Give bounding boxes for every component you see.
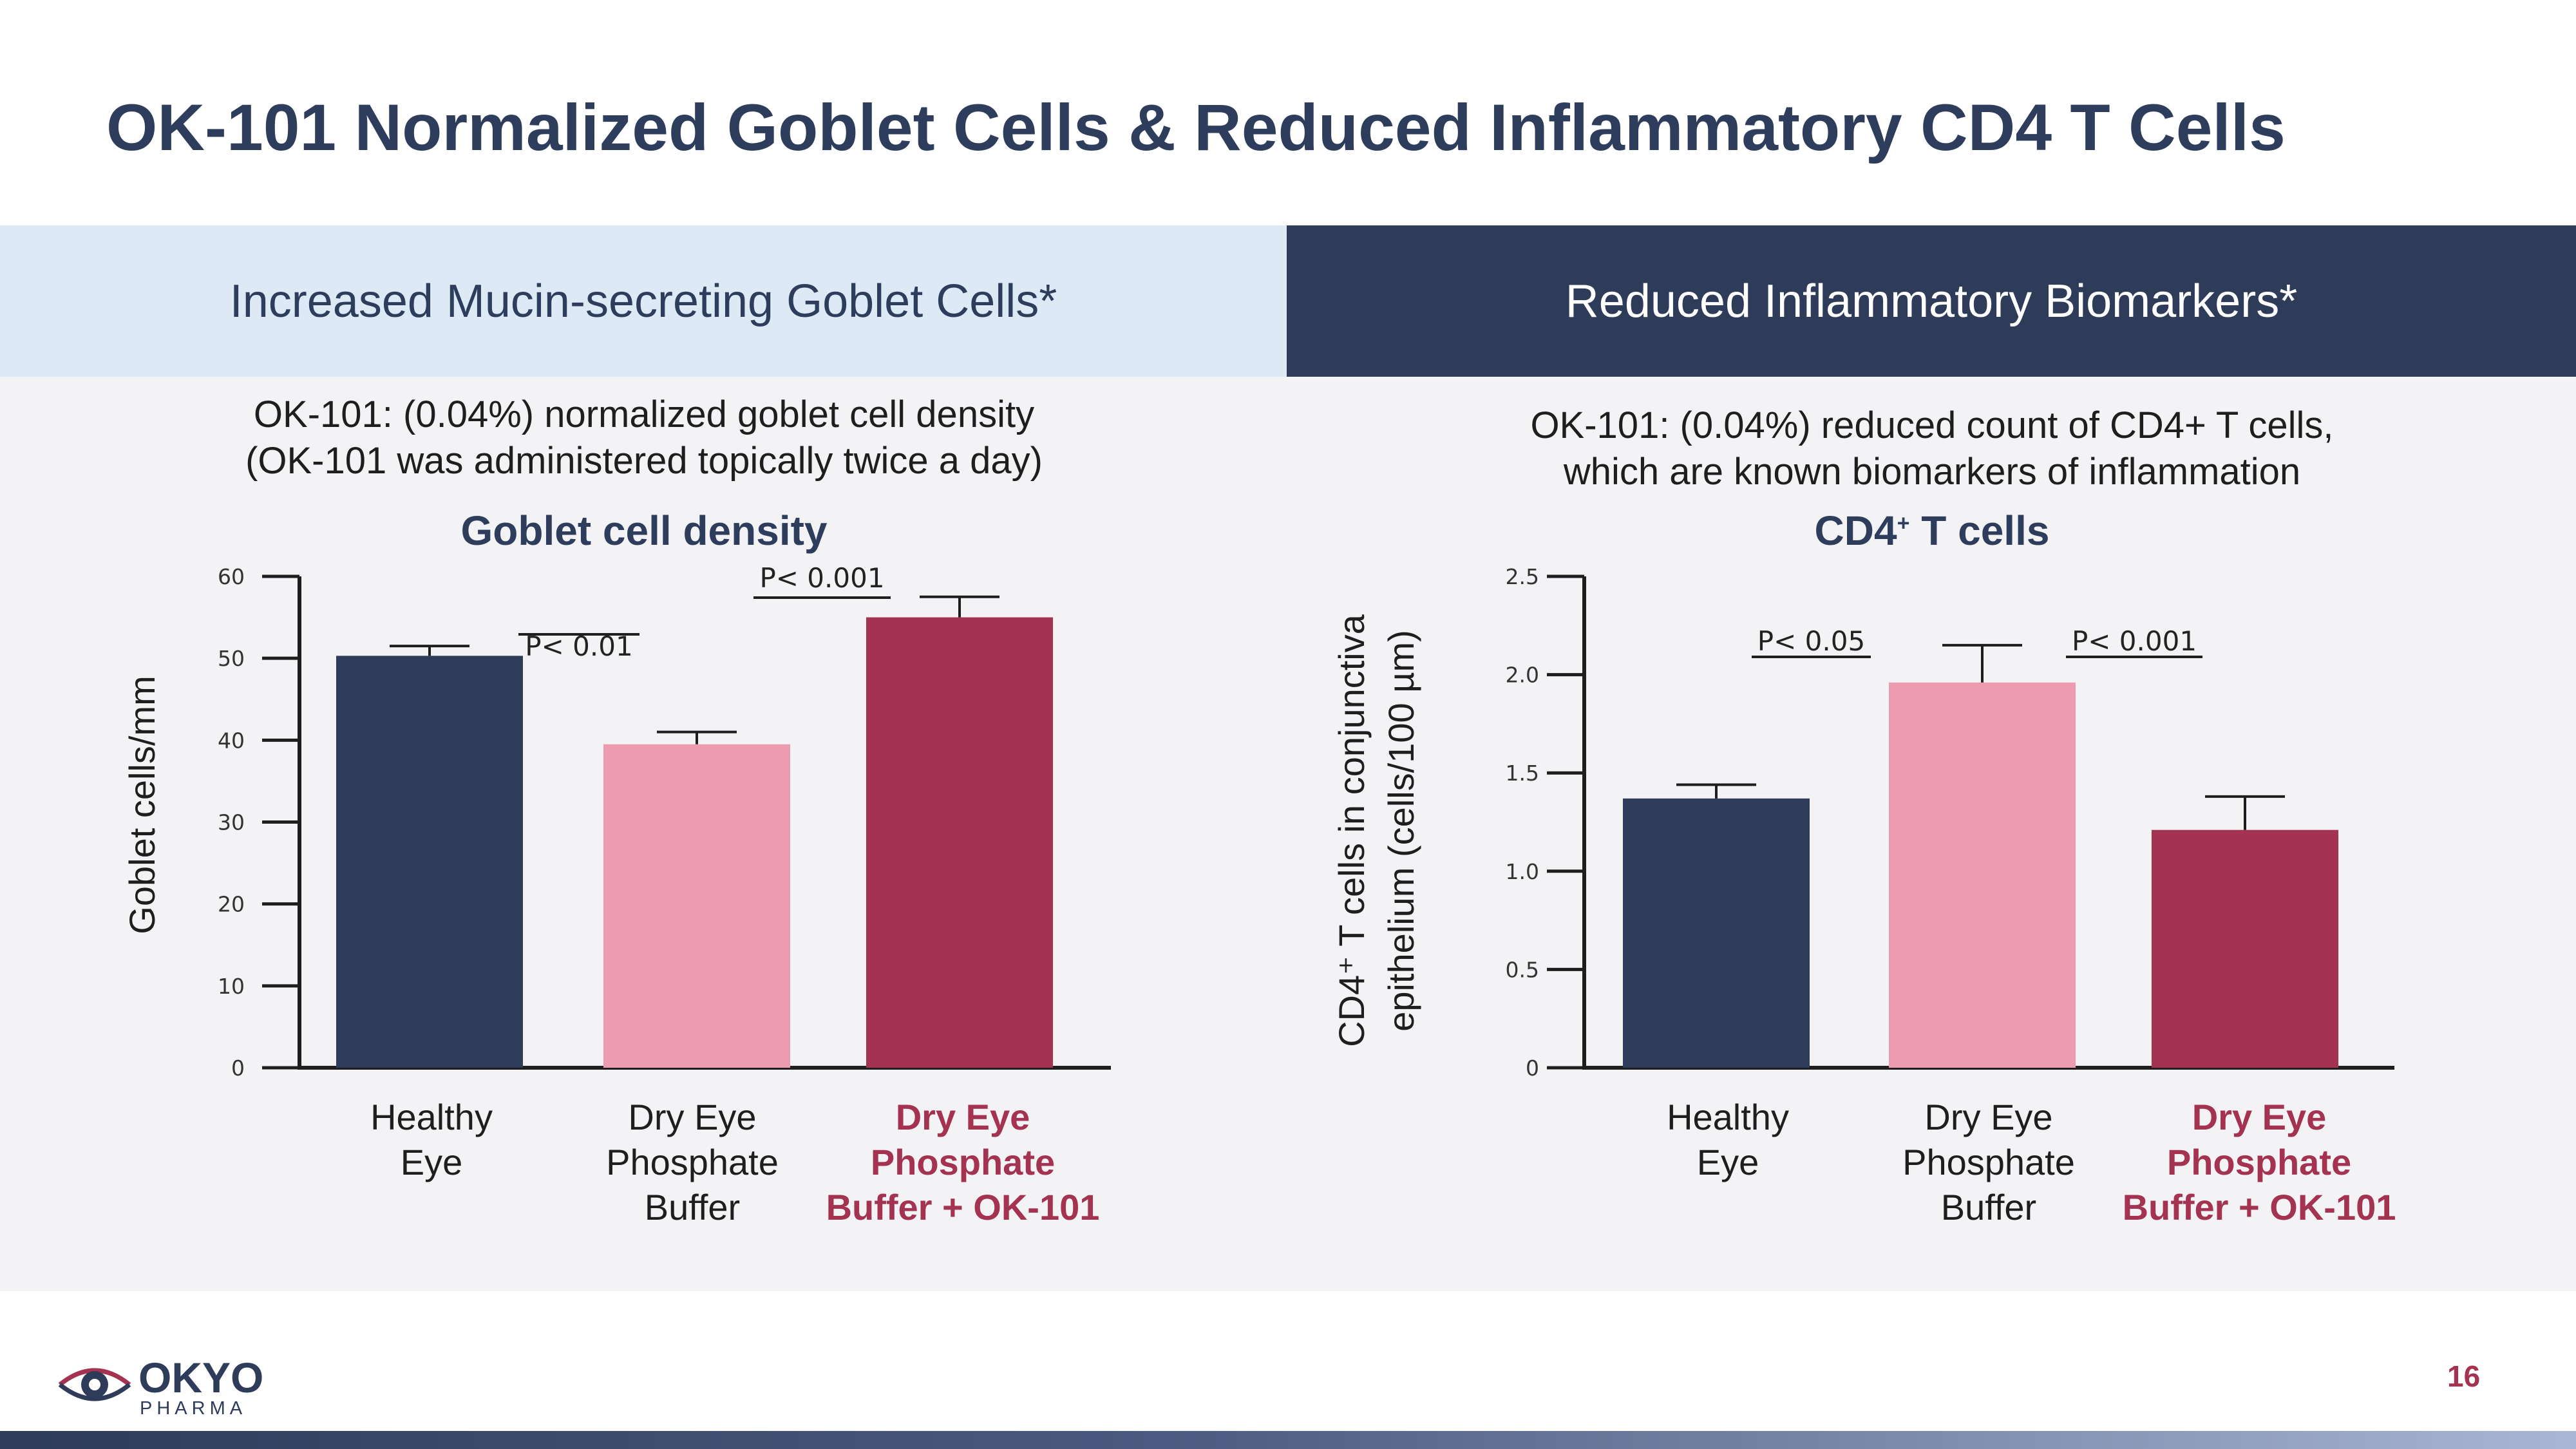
cd4-y-tick-label: 0 bbox=[1526, 1056, 1539, 1081]
eye-logo-icon: OKYO PHARMA bbox=[58, 1354, 263, 1419]
category-line: Phosphate bbox=[606, 1142, 779, 1182]
cd4-y-axis-label-line2: epithelium (cells/100 µm) bbox=[1381, 630, 1421, 1032]
category-line: Eye bbox=[1696, 1142, 1759, 1182]
cd4-y-tick-label: 1.0 bbox=[1506, 859, 1539, 884]
cd4-bar-2 bbox=[2152, 829, 2338, 1068]
goblet-bar-2 bbox=[866, 617, 1053, 1068]
right-subtitle-line2: which are known biomarkers of inflammati… bbox=[1563, 451, 2301, 493]
cd4-title-rest: T cells bbox=[1909, 507, 2050, 554]
right-subtitle: OK-101: (0.04%) reduced count of CD4+ T … bbox=[1417, 402, 2447, 495]
cd4-y-tick-label: 2.0 bbox=[1506, 663, 1539, 688]
category-line: Dry Eye bbox=[1924, 1097, 2053, 1137]
category-line: Phosphate bbox=[1902, 1142, 2075, 1182]
left-section-header-label: Increased Mucin-secreting Goblet Cells* bbox=[229, 275, 1057, 327]
right-section-header-label: Reduced Inflammatory Biomarkers* bbox=[1565, 275, 2298, 327]
left-subtitle: OK-101: (0.04%) normalized goblet cell d… bbox=[129, 392, 1159, 484]
cd4-category-healthy: Healthy Eye bbox=[1593, 1095, 1863, 1185]
category-line: Phosphate bbox=[2166, 1142, 2352, 1182]
cd4-p-label-1: P< 0.001 bbox=[2072, 625, 2197, 657]
goblet-y-tick-label: 10 bbox=[218, 974, 245, 999]
goblet-y-tick-label: 50 bbox=[218, 646, 245, 671]
cd4-y-tick-label: 0.5 bbox=[1506, 957, 1539, 982]
goblet-bar-1 bbox=[603, 744, 790, 1068]
goblet-y-tick-label: 60 bbox=[218, 564, 245, 589]
cd4-bar-0 bbox=[1623, 798, 1810, 1068]
cd4-bar-1 bbox=[1889, 682, 2076, 1068]
logo-sub: PHARMA bbox=[140, 1398, 247, 1417]
goblet-category-ok101: Dry Eye Phosphate Buffer + OK-101 bbox=[811, 1095, 1114, 1230]
okyo-logo: OKYO PHARMA bbox=[55, 1352, 299, 1420]
right-section-header: Reduced Inflammatory Biomarkers* bbox=[1287, 225, 2576, 377]
cd4-title-sup: + bbox=[1897, 511, 1910, 536]
category-line: Buffer + OK-101 bbox=[826, 1187, 1100, 1227]
category-line: Dry Eye bbox=[2192, 1097, 2327, 1137]
goblet-y-tick-label: 40 bbox=[218, 728, 245, 753]
category-line: Healthy bbox=[370, 1097, 493, 1137]
goblet-y-tick-label: 20 bbox=[218, 892, 245, 917]
category-line: Healthy bbox=[1667, 1097, 1789, 1137]
goblet-category-dry-eye: Dry Eye Phosphate Buffer bbox=[557, 1095, 828, 1230]
goblet-category-healthy: Healthy Eye bbox=[296, 1095, 567, 1185]
cd4-y-tick-label: 1.5 bbox=[1506, 761, 1539, 786]
goblet-y-axis-label: Goblet cells/mm bbox=[122, 676, 162, 934]
goblet-p-label-1: P< 0.001 bbox=[759, 562, 884, 594]
logo-name: OKYO bbox=[138, 1354, 263, 1401]
category-line: Phosphate bbox=[870, 1142, 1056, 1182]
goblet-bar-0 bbox=[336, 656, 523, 1068]
category-line: Buffer bbox=[644, 1187, 741, 1227]
right-subtitle-line1: OK-101: (0.04%) reduced count of CD4+ T … bbox=[1530, 404, 2334, 446]
category-line: Eye bbox=[400, 1142, 463, 1182]
goblet-y-tick-label: 30 bbox=[218, 810, 245, 835]
left-subtitle-line2: (OK-101 was administered topically twice… bbox=[245, 440, 1043, 482]
category-line: Dry Eye bbox=[895, 1097, 1030, 1137]
cd4-category-ok101: Dry Eye Phosphate Buffer + OK-101 bbox=[2108, 1095, 2410, 1230]
category-line: Buffer bbox=[1940, 1187, 2037, 1227]
cd4-chart-title: CD4+ T cells bbox=[1610, 507, 2254, 554]
page-title: OK-101 Normalized Goblet Cells & Reduced… bbox=[106, 91, 2286, 164]
left-section-header: Increased Mucin-secreting Goblet Cells* bbox=[0, 225, 1287, 377]
cd4-y-tick-label: 2.5 bbox=[1506, 564, 1539, 589]
goblet-p-label-0: P< 0.01 bbox=[525, 630, 632, 662]
category-line: Buffer + OK-101 bbox=[2122, 1187, 2396, 1227]
footer-gradient-bar bbox=[0, 1431, 2576, 1449]
left-subtitle-line1: OK-101: (0.04%) normalized goblet cell d… bbox=[253, 393, 1035, 435]
cd4-title-main: CD4 bbox=[1814, 507, 1897, 554]
goblet-y-tick-label: 0 bbox=[231, 1056, 245, 1081]
cd4-p-label-0: P< 0.05 bbox=[1757, 625, 1865, 657]
cd4-category-dry-eye: Dry Eye Phosphate Buffer bbox=[1853, 1095, 2124, 1230]
category-line: Dry Eye bbox=[628, 1097, 757, 1137]
goblet-chart-title: Goblet cell density bbox=[460, 507, 828, 554]
cd4-y-axis-label-line1: CD4⁺ T cells in conjunctiva bbox=[1331, 614, 1372, 1047]
page-number: 16 bbox=[2447, 1359, 2481, 1393]
